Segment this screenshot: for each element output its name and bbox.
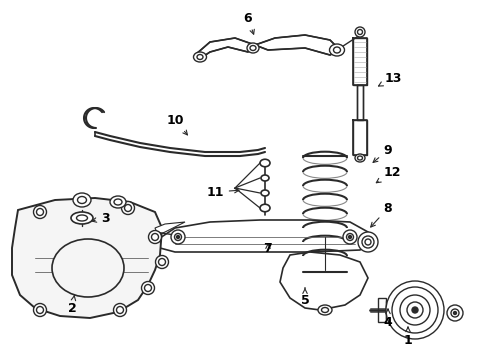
Ellipse shape	[122, 202, 134, 215]
Ellipse shape	[321, 307, 328, 312]
Text: 1: 1	[404, 327, 413, 346]
Ellipse shape	[194, 52, 206, 62]
Polygon shape	[160, 220, 370, 252]
Text: 6: 6	[244, 12, 254, 34]
Ellipse shape	[260, 159, 270, 167]
Ellipse shape	[151, 234, 158, 240]
Ellipse shape	[318, 305, 332, 315]
Text: 12: 12	[376, 166, 401, 183]
Text: 3: 3	[92, 212, 109, 225]
Polygon shape	[280, 252, 368, 310]
Ellipse shape	[358, 30, 363, 35]
Ellipse shape	[110, 196, 126, 208]
Ellipse shape	[334, 47, 341, 53]
Ellipse shape	[392, 287, 438, 333]
Text: 2: 2	[68, 296, 76, 315]
Text: 10: 10	[166, 113, 188, 135]
Ellipse shape	[412, 307, 418, 313]
Ellipse shape	[365, 239, 371, 245]
Text: 7: 7	[264, 242, 272, 255]
Ellipse shape	[355, 27, 365, 37]
Ellipse shape	[158, 258, 166, 266]
Ellipse shape	[400, 295, 430, 325]
Polygon shape	[357, 85, 363, 120]
Ellipse shape	[114, 199, 122, 205]
Text: 9: 9	[373, 144, 392, 162]
Polygon shape	[393, 303, 398, 317]
Ellipse shape	[348, 235, 351, 239]
Ellipse shape	[386, 281, 444, 339]
Ellipse shape	[33, 206, 47, 219]
Ellipse shape	[142, 282, 154, 294]
Ellipse shape	[343, 230, 357, 244]
Ellipse shape	[117, 306, 123, 314]
Text: 8: 8	[371, 202, 392, 227]
Polygon shape	[353, 38, 367, 85]
Ellipse shape	[250, 45, 256, 50]
Polygon shape	[378, 298, 386, 322]
Ellipse shape	[36, 208, 44, 216]
Polygon shape	[353, 120, 367, 155]
Ellipse shape	[260, 204, 270, 212]
Polygon shape	[195, 38, 255, 60]
Ellipse shape	[174, 234, 181, 240]
Ellipse shape	[454, 311, 457, 315]
Ellipse shape	[71, 212, 93, 224]
Ellipse shape	[247, 43, 259, 53]
Polygon shape	[386, 301, 392, 319]
Ellipse shape	[171, 230, 185, 244]
Ellipse shape	[447, 305, 463, 321]
Ellipse shape	[148, 230, 162, 243]
Ellipse shape	[176, 235, 179, 239]
Polygon shape	[12, 198, 162, 318]
Ellipse shape	[261, 190, 269, 196]
Ellipse shape	[358, 156, 363, 160]
Ellipse shape	[52, 239, 124, 297]
Text: 5: 5	[301, 288, 309, 306]
Ellipse shape	[261, 175, 269, 181]
Text: 11: 11	[206, 185, 239, 198]
Ellipse shape	[346, 234, 353, 240]
Text: 4: 4	[384, 309, 392, 328]
Ellipse shape	[362, 236, 374, 248]
Polygon shape	[255, 35, 340, 55]
Ellipse shape	[358, 232, 378, 252]
Ellipse shape	[407, 302, 423, 318]
Ellipse shape	[76, 215, 88, 221]
Ellipse shape	[114, 303, 126, 316]
Ellipse shape	[451, 309, 459, 317]
Ellipse shape	[36, 306, 44, 314]
Polygon shape	[155, 222, 185, 235]
Ellipse shape	[33, 303, 47, 316]
Ellipse shape	[197, 54, 203, 59]
Text: 13: 13	[378, 72, 402, 86]
Ellipse shape	[145, 284, 151, 292]
Ellipse shape	[73, 193, 91, 207]
Ellipse shape	[77, 197, 87, 203]
Ellipse shape	[124, 204, 131, 212]
Ellipse shape	[329, 44, 344, 56]
Ellipse shape	[155, 256, 169, 269]
Ellipse shape	[355, 154, 365, 162]
